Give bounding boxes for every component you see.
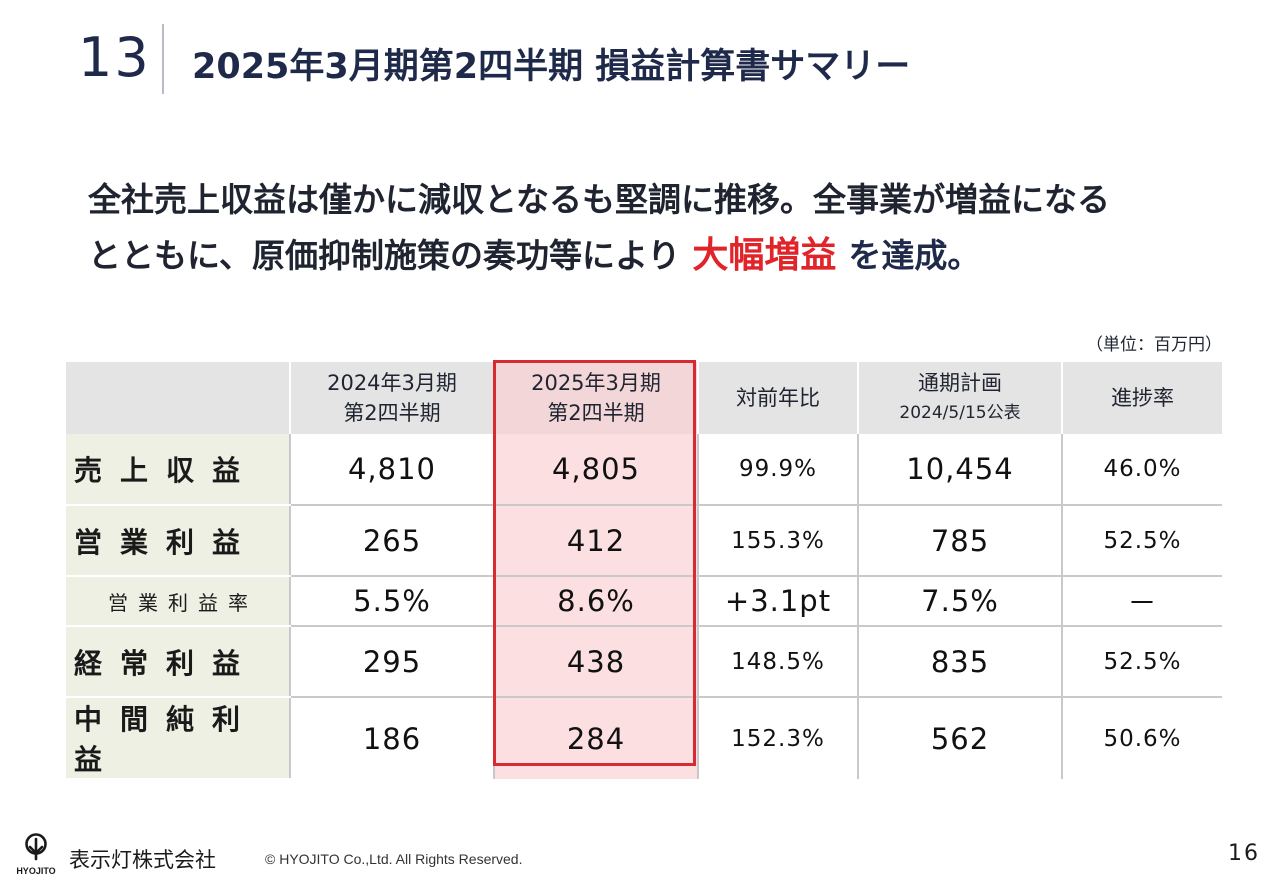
unit-note: （単位：百万円）: [1086, 335, 1222, 355]
table-row: 営業利益 265 412 155.3% 785 52.5%: [66, 505, 1222, 577]
copyright: © HYOJITO Co.,Ltd. All Rights Reserved.: [265, 851, 523, 867]
section-number: 13: [78, 26, 151, 89]
cell-prev: 265: [289, 505, 494, 577]
cell-yoy: 99.9%: [697, 434, 858, 506]
header-fy2024-line2: 第2四半期: [343, 401, 441, 425]
cell-prev: 295: [289, 626, 494, 698]
cell-progress: 46.0%: [1061, 434, 1222, 506]
company-logo: HYOJITO: [16, 833, 56, 881]
header-plan-line1: 通期計画: [918, 371, 1002, 395]
lead-line-1: 全社売上収益は僅かに減収となるも堅調に推移。全事業が増益になる: [88, 180, 1111, 219]
cell-yoy: +3.1pt: [697, 576, 858, 627]
cell-plan: 10,454: [857, 434, 1062, 506]
cell-current: 8.6%: [493, 576, 698, 627]
cell-progress: －: [1061, 576, 1222, 627]
lead-highlight: 大幅増益: [692, 235, 837, 276]
cell-yoy: 155.3%: [697, 505, 858, 577]
row-label-ordinary-profit: 経常利益: [66, 626, 290, 698]
logo-text: HYOJITO: [16, 866, 56, 876]
row-label-operating-profit: 営業利益: [66, 505, 290, 577]
header-plan-line2: 2024/5/15公表: [899, 403, 1021, 423]
header-yoy: 対前年比: [697, 362, 858, 434]
cell-plan: 835: [857, 626, 1062, 698]
header-yoy-label: 対前年比: [736, 386, 820, 410]
page-number: 16: [1228, 841, 1260, 866]
pl-summary-table: 2024年3月期 第2四半期 2025年3月期 第2四半期 対前年比 通期計画 …: [66, 362, 1222, 780]
table-row: 中間純利益 186 284 152.3% 562 50.6%: [66, 697, 1222, 780]
header-full-year-plan: 通期計画 2024/5/15公表: [857, 362, 1062, 434]
header-fy2025-line1: 2025年3月期: [531, 371, 661, 395]
table-header-row: 2024年3月期 第2四半期 2025年3月期 第2四半期 対前年比 通期計画 …: [66, 362, 1222, 434]
row-label-operating-margin: 営業利益率: [66, 576, 290, 627]
header-fy2025-q2: 2025年3月期 第2四半期: [493, 362, 698, 434]
header-fy2025-line2: 第2四半期: [547, 401, 645, 425]
cell-plan: 7.5%: [857, 576, 1062, 627]
title-divider: [162, 24, 164, 94]
lead-line-2-post: を達成。: [848, 236, 981, 275]
lead-line-2: とともに、原価抑制施策の奏功等により 大幅増益 を達成。: [88, 228, 1228, 284]
cell-progress: 50.6%: [1061, 697, 1222, 779]
header-fy2024-q2: 2024年3月期 第2四半期: [289, 362, 494, 434]
cell-prev: 5.5%: [289, 576, 494, 627]
page-title: 2025年3月期第2四半期 損益計算書サマリー: [192, 47, 911, 87]
row-label-interim-net-income: 中間純利益: [66, 697, 290, 780]
cell-prev: 4,810: [289, 434, 494, 506]
cell-progress: 52.5%: [1061, 505, 1222, 577]
row-label-revenue: 売上収益: [66, 434, 290, 506]
cell-plan: 562: [857, 697, 1062, 779]
cell-plan: 785: [857, 505, 1062, 577]
header-progress-label: 進捗率: [1111, 386, 1174, 410]
company-name: 表示灯株式会社: [69, 848, 216, 872]
table-row: 営業利益率 5.5% 8.6% +3.1pt 7.5% －: [66, 576, 1222, 627]
cell-prev: 186: [289, 697, 494, 779]
lead-statement: 全社売上収益は僅かに減収となるも堅調に推移。全事業が増益になる とともに、原価抑…: [88, 172, 1228, 284]
header-corner: [66, 362, 290, 434]
header-progress: 進捗率: [1061, 362, 1222, 434]
lead-line-2-pre: とともに、原価抑制施策の奏功等により: [88, 236, 681, 275]
cell-yoy: 152.3%: [697, 697, 858, 779]
header-fy2024-line1: 2024年3月期: [327, 371, 457, 395]
table-row: 経常利益 295 438 148.5% 835 52.5%: [66, 626, 1222, 698]
cell-current: 412: [493, 505, 698, 577]
cell-progress: 52.5%: [1061, 626, 1222, 698]
cell-current: 4,805: [493, 434, 698, 506]
lamp-logo-icon: [25, 833, 47, 861]
cell-current: 438: [493, 626, 698, 698]
cell-current: 284: [493, 697, 698, 779]
cell-yoy: 148.5%: [697, 626, 858, 698]
table-row: 売上収益 4,810 4,805 99.9% 10,454 46.0%: [66, 434, 1222, 506]
